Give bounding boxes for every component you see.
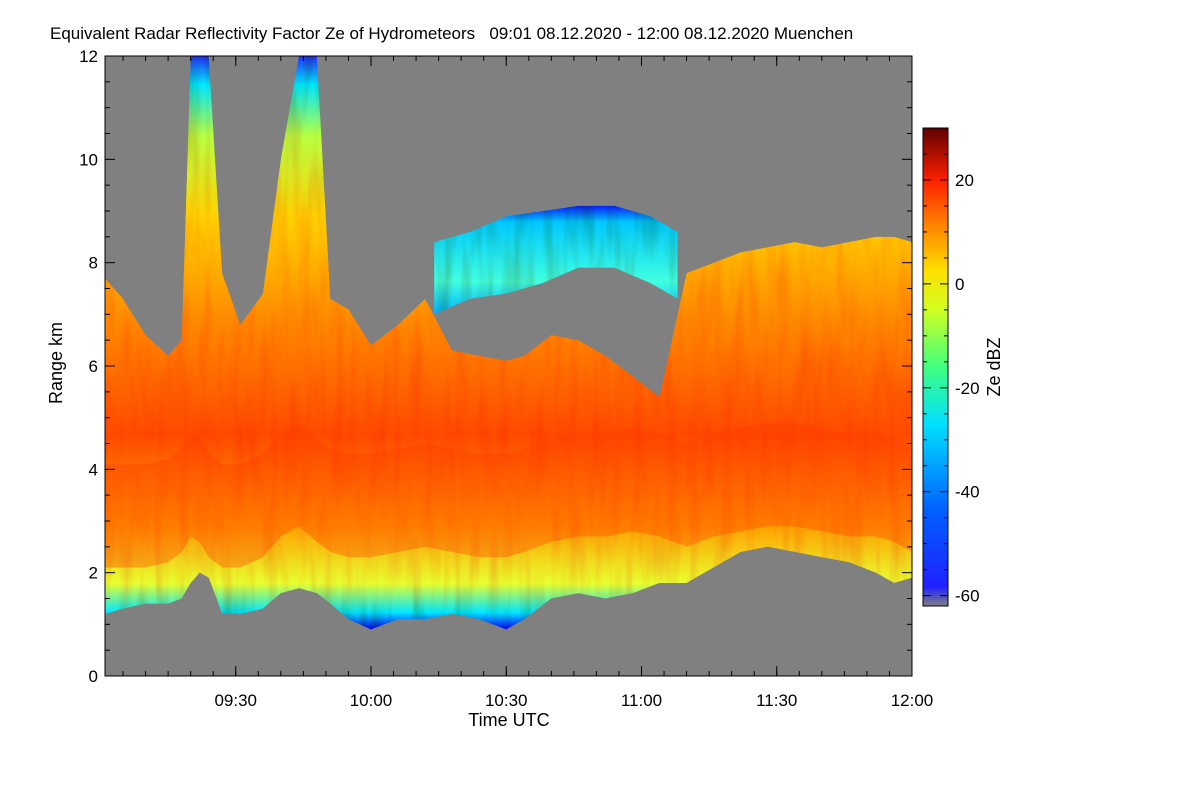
x-tick-label: 11:30 <box>756 691 797 710</box>
y-tick-label: 10 <box>79 150 98 169</box>
y-tick-label: 6 <box>89 357 98 376</box>
colorbar-ticks: 20 0 -20 -40 -60 <box>923 127 980 606</box>
y-tick-label: 12 <box>79 47 98 66</box>
colorbar <box>922 127 949 607</box>
x-tick-label: 10:30 <box>485 691 528 710</box>
colorbar-tick-label: -20 <box>955 379 980 398</box>
plot-area <box>104 55 913 677</box>
chart-title: Equivalent Radar Reflectivity Factor Ze … <box>50 24 853 43</box>
colorbar-tick-label: 20 <box>955 171 974 190</box>
colorbar-tick-label: -60 <box>955 587 980 606</box>
no-signal-mask <box>105 56 912 676</box>
x-axis-label: Time UTC <box>468 710 549 730</box>
x-tick-label: 12:00 <box>891 691 934 710</box>
colorbar-tick-label: -40 <box>955 483 980 502</box>
y-tick-label: 0 <box>89 667 98 686</box>
x-tick-label: 11:00 <box>621 691 662 710</box>
reflectivity-core <box>105 422 912 568</box>
colorbar-tick-label: 0 <box>955 275 964 294</box>
x-tick-label: 10:00 <box>350 691 393 710</box>
x-axis-ticks: 09:30 10:00 10:30 11:00 11:30 12:00 <box>122 56 934 710</box>
y-tick-label: 8 <box>89 254 98 273</box>
y-axis-label: Range km <box>46 322 66 404</box>
y-tick-label: 2 <box>89 564 98 583</box>
colorbar-label: Ze dBZ <box>984 337 1004 396</box>
y-axis-ticks: 0 2 4 6 8 10 12 <box>79 47 912 686</box>
x-tick-label: 09:30 <box>214 691 257 710</box>
y-tick-label: 4 <box>89 460 98 479</box>
